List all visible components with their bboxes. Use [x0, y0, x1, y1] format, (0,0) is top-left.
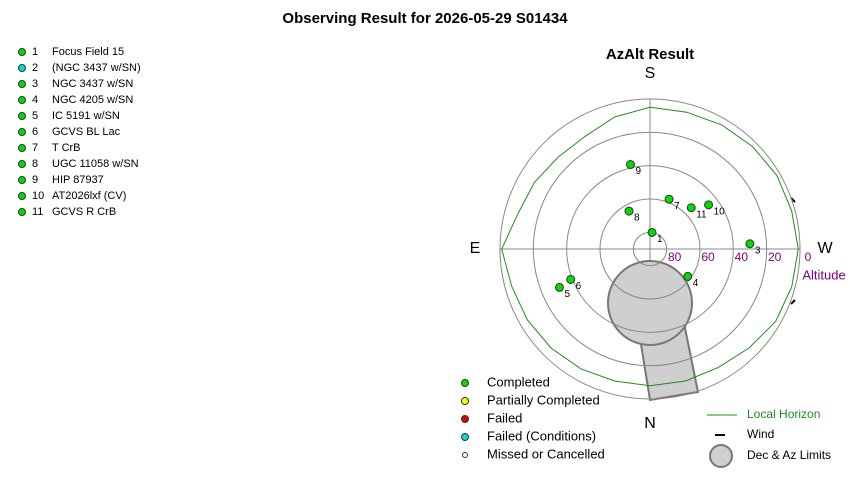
list-status-dot — [18, 48, 26, 56]
list-id: 2 — [32, 62, 38, 74]
list-name: GCVS R CrB — [52, 206, 116, 218]
legend-label: Partially Completed — [487, 392, 600, 407]
list-name: NGC 4205 w/SN — [52, 94, 133, 106]
list-status-dot — [18, 96, 26, 104]
list-name: HIP 87937 — [52, 174, 104, 186]
list-id: 4 — [32, 94, 38, 106]
target-point — [554, 282, 564, 292]
list-name: IC 5191 w/SN — [52, 110, 120, 122]
list-id: 3 — [32, 78, 38, 90]
point-label: 4 — [693, 278, 699, 289]
list-name: UGC 11058 w/SN — [52, 158, 139, 170]
list-id: 1 — [32, 46, 38, 58]
target-point — [647, 227, 657, 237]
target-point — [624, 206, 634, 216]
list-status-dot — [18, 80, 26, 88]
list-status-dot — [18, 112, 26, 120]
list-name: (NGC 3437 w/SN) — [52, 62, 141, 74]
list-name: GCVS BL Lac — [52, 126, 121, 138]
direction-label: E — [470, 240, 481, 257]
altitude-tick-label: 0 — [805, 250, 812, 264]
list-status-dot — [18, 192, 26, 200]
list-status-dot — [18, 176, 26, 184]
target-point — [745, 239, 755, 249]
direction-label: N — [644, 415, 656, 432]
axis-label: Altitude — [802, 267, 845, 282]
point-label: 10 — [714, 207, 726, 218]
altitude-ring — [599, 198, 701, 300]
point-label: 7 — [674, 201, 680, 212]
list-id: 8 — [32, 158, 38, 170]
direction-label: S — [645, 65, 656, 82]
point-label: 9 — [636, 166, 642, 177]
legend-dot — [461, 433, 469, 441]
point-label: 3 — [755, 245, 761, 256]
altitude-ring — [566, 165, 734, 333]
target-point — [566, 274, 576, 284]
legend-label: Wind — [747, 427, 774, 441]
legend-label: Dec & Az Limits — [747, 448, 831, 462]
legend-label: Local Horizon — [747, 407, 820, 421]
list-status-dot — [18, 144, 26, 152]
altitude-tick-label: 60 — [701, 250, 715, 264]
dec-limit — [607, 260, 693, 346]
list-name: Focus Field 15 — [52, 46, 124, 58]
legend-limits — [709, 444, 733, 468]
legend-dot — [461, 379, 469, 387]
legend-label: Missed or Cancelled — [487, 446, 605, 461]
list-name: T CrB — [52, 142, 81, 154]
point-label: 11 — [696, 209, 707, 220]
direction-label: W — [817, 240, 833, 257]
point-label: 8 — [634, 213, 640, 224]
list-id: 11 — [32, 206, 43, 218]
target-point — [686, 203, 696, 213]
local-horizon — [501, 106, 799, 387]
legend-dot — [461, 397, 469, 405]
list-id: 6 — [32, 126, 38, 138]
target-point — [683, 271, 693, 281]
altitude-tick-label: 80 — [668, 250, 682, 264]
altitude-ring — [499, 98, 801, 400]
list-id: 7 — [32, 142, 38, 154]
legend-label: Failed — [487, 410, 522, 425]
altitude-tick-label: 20 — [768, 250, 782, 264]
point-label: 6 — [576, 281, 582, 292]
chart-title: AzAlt Result — [606, 46, 694, 63]
target-point — [704, 200, 714, 210]
legend-label: Failed (Conditions) — [487, 428, 596, 443]
list-status-dot — [18, 160, 26, 168]
page-title: Observing Result for 2026-05-29 S01434 — [282, 10, 568, 27]
wind-marker — [790, 299, 796, 305]
legend-label: Completed — [487, 374, 550, 389]
target-point — [664, 194, 674, 204]
legend-dot — [461, 415, 469, 423]
point-label: 1 — [657, 234, 663, 245]
list-name: NGC 3437 w/SN — [52, 78, 133, 90]
list-id: 9 — [32, 174, 38, 186]
target-point — [626, 160, 636, 170]
list-status-dot — [18, 128, 26, 136]
list-status-dot — [18, 208, 26, 216]
point-label: 5 — [564, 289, 570, 300]
legend-dot — [462, 452, 468, 458]
polar-plot — [499, 98, 801, 402]
altitude-ring — [532, 131, 768, 367]
list-id: 10 — [32, 190, 44, 202]
altitude-tick-label: 40 — [735, 250, 749, 264]
list-status-dot — [18, 64, 26, 72]
list-name: AT2026lxf (CV) — [52, 190, 126, 202]
list-id: 5 — [32, 110, 38, 122]
